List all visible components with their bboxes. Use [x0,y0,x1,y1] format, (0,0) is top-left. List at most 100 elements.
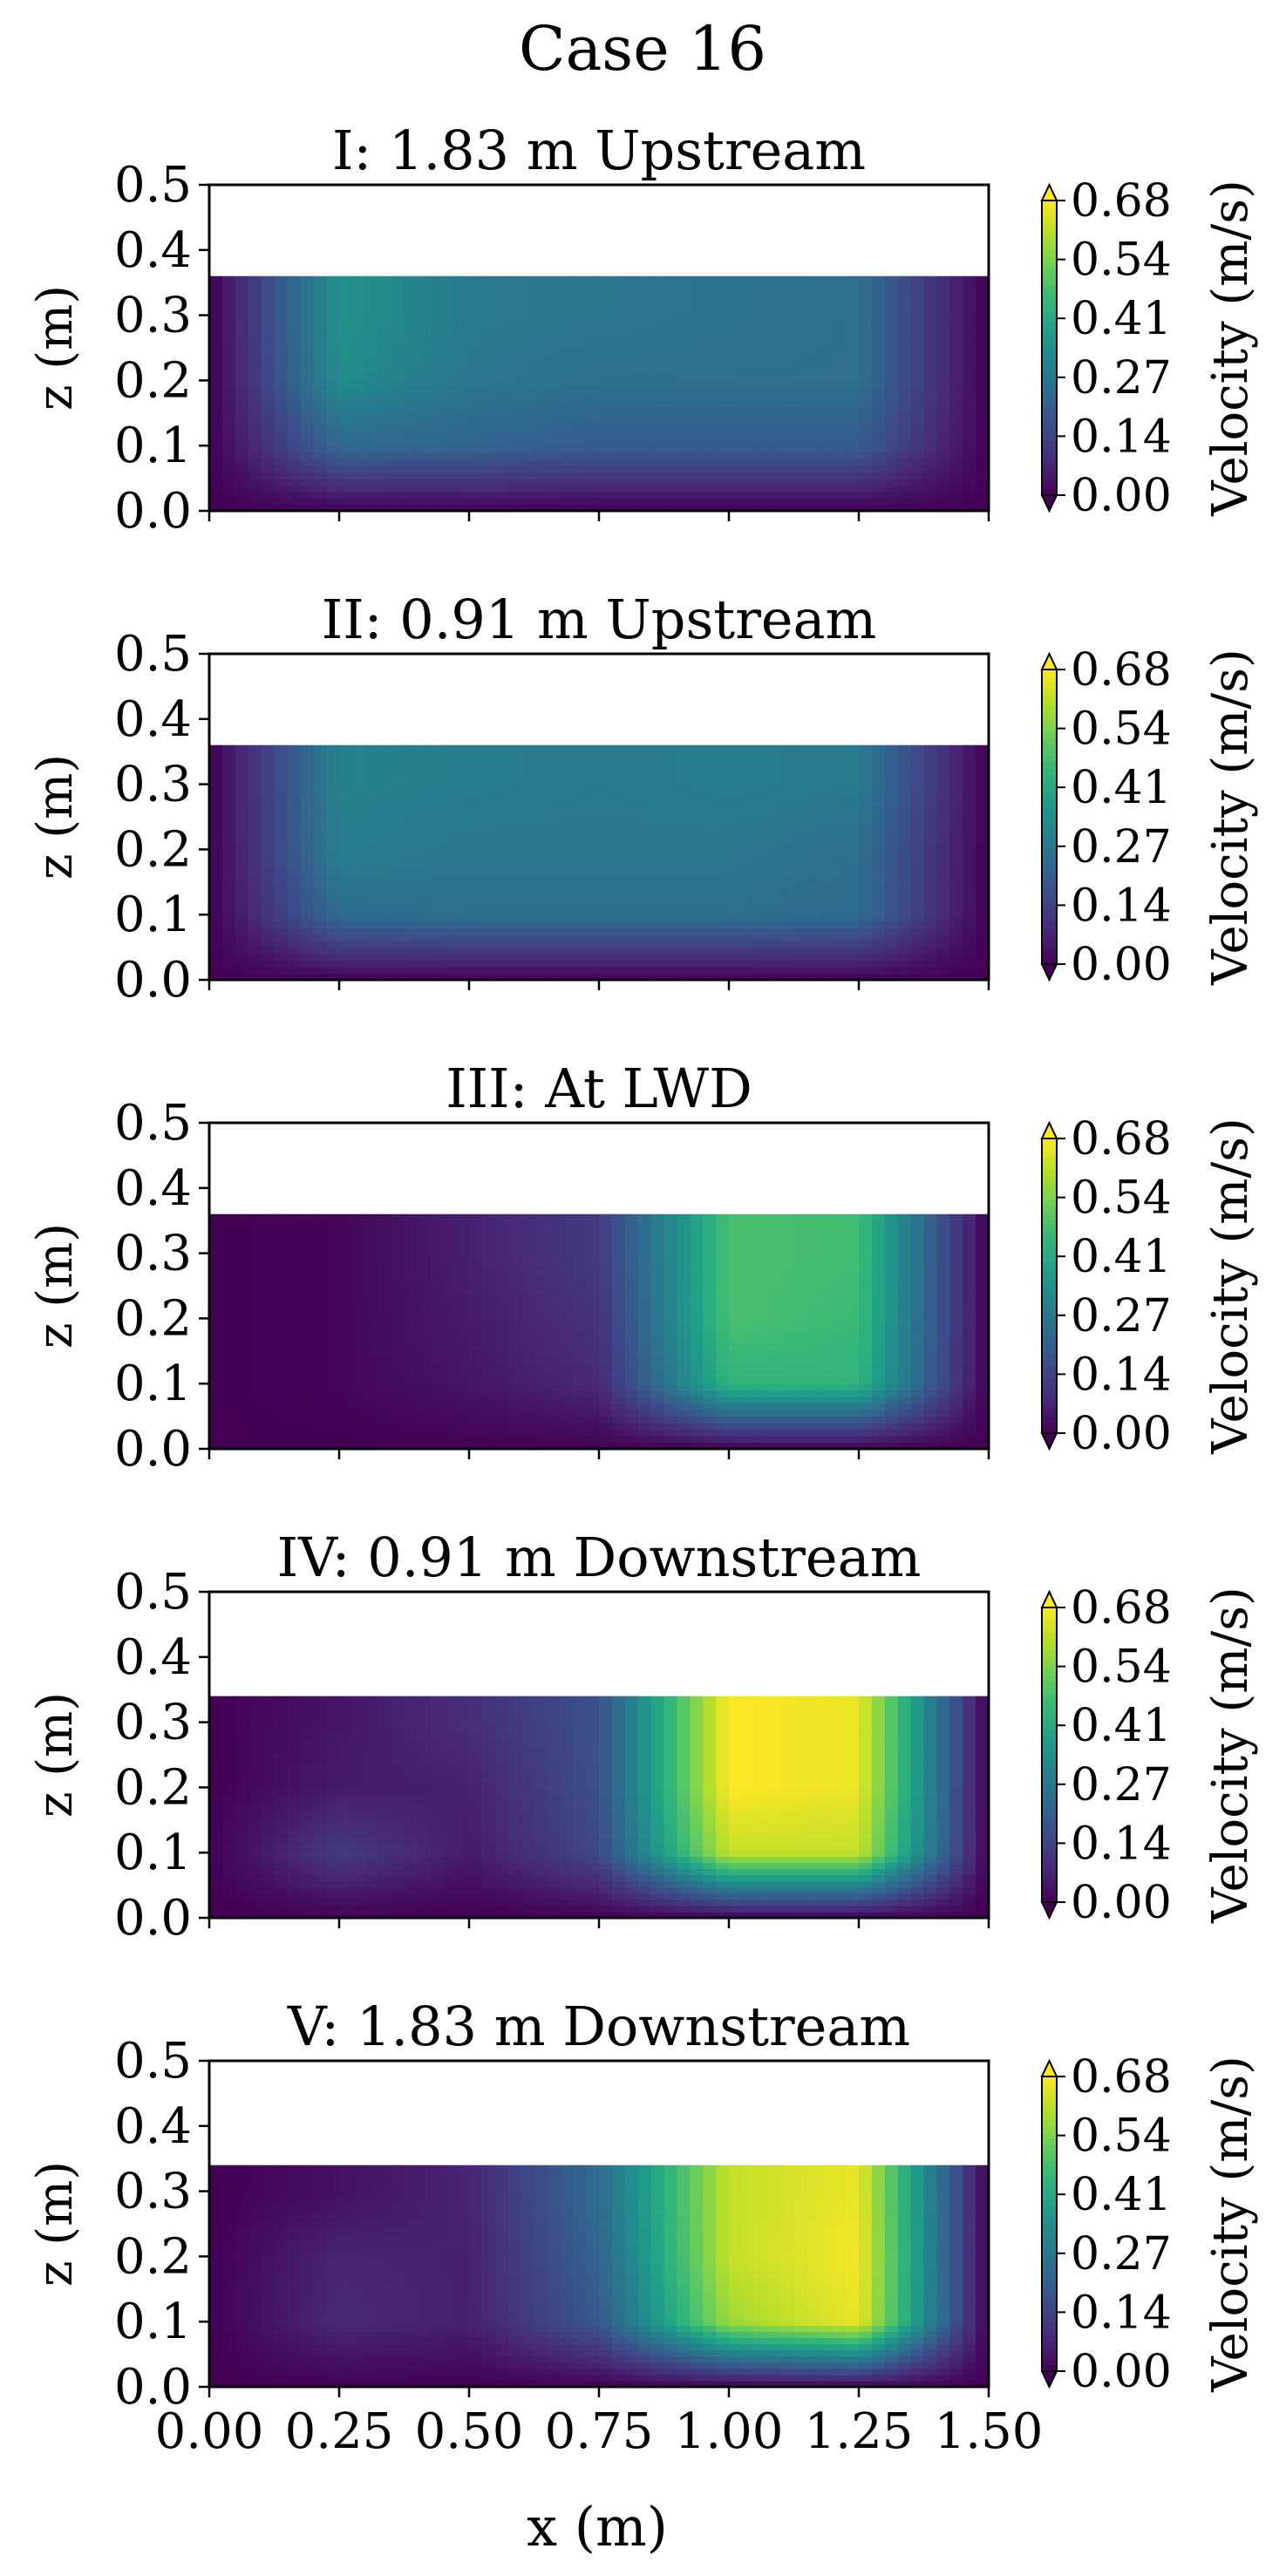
velocity-cell [469,380,483,388]
velocity-cell [494,1397,509,1404]
velocity-cell [507,836,522,844]
velocity-cell [884,465,899,472]
velocity-cell [221,862,236,870]
velocity-cell [417,804,431,812]
velocity-cell [611,360,626,369]
colorbar-tick-label: 0.68 [1071,175,1172,228]
velocity-cell [599,491,613,499]
velocity-cell [209,778,223,785]
velocity-cell [650,452,665,459]
velocity-cell [949,829,963,838]
velocity-cell [859,1429,873,1437]
velocity-cell [521,862,535,870]
velocity-cell [235,744,249,752]
velocity-cell [871,367,886,375]
velocity-cell [677,1442,691,1450]
velocity-cell [417,452,431,459]
velocity-cell [677,941,691,948]
velocity-cell [235,445,249,453]
velocity-cell [209,459,223,466]
velocity-cell [897,967,912,975]
velocity-cell [897,360,912,369]
velocity-cell [430,791,444,799]
velocity-cell [833,445,847,453]
velocity-cell [534,765,548,772]
velocity-cell [507,348,522,356]
velocity-cell [221,386,236,394]
velocity-cell [404,941,418,948]
velocity-cell [339,360,353,369]
velocity-cell [741,862,756,870]
velocity-cell [417,386,431,394]
velocity-cell [274,315,288,323]
velocity-cell [611,849,626,857]
velocity-cell [806,914,820,922]
velocity-cell [351,907,366,915]
velocity-cell [923,823,937,831]
velocity-cell [391,341,405,349]
velocity-cell [209,341,223,349]
velocity-cell [923,360,937,369]
velocity-cell [741,810,756,818]
velocity-cell [820,302,834,309]
velocity-cell [624,296,639,303]
velocity-cell [663,491,677,499]
velocity-cell [741,472,756,479]
velocity-cell [221,914,236,922]
velocity-cell [494,412,509,420]
velocity-cell [534,1416,548,1424]
velocity-cell [650,797,665,805]
velocity-cell [754,881,769,889]
velocity-cell [741,354,756,362]
velocity-cell [248,797,262,805]
velocity-cell [209,445,223,453]
velocity-cell [611,771,626,778]
velocity-cell [637,778,652,785]
velocity-cell [611,921,626,928]
velocity-cell [507,459,522,466]
velocity-cell [521,452,535,459]
velocity-cell [494,380,509,388]
velocity-cell [456,875,470,883]
velocity-cell [326,1429,340,1437]
colorbar-extend-min [1040,494,1058,513]
velocity-cell [897,928,912,935]
velocity-cell [936,934,950,941]
velocity-cell [274,941,288,948]
velocity-cell [716,907,730,915]
velocity-cell [910,758,925,765]
colorbar-swatch [1042,945,1057,953]
velocity-cell [326,452,340,459]
velocity-cell [690,302,704,309]
velocity-cell [417,875,431,883]
velocity-cell [235,315,249,323]
velocity-cell [936,947,950,955]
velocity-cell [976,302,990,309]
velocity-cell [481,348,496,356]
velocity-cell [391,804,405,812]
velocity-cell [677,296,691,303]
velocity-cell [624,901,639,909]
velocity-cell [287,498,301,506]
velocity-cell [923,393,937,401]
velocity-cell [404,784,418,792]
velocity-cell [780,478,795,486]
velocity-cell [663,289,677,296]
velocity-cell [611,751,626,759]
velocity-cell [481,934,496,941]
y-tick-label: 0.2 [114,821,192,878]
velocity-cell [741,406,756,414]
velocity-cell [793,445,807,453]
velocity-cell [287,296,301,303]
colorbar-tick-label: 0.54 [1071,234,1172,287]
velocity-cell [456,438,470,446]
velocity-cell [274,947,288,955]
velocity-cell [481,425,496,433]
velocity-cell [378,1390,392,1397]
velocity-cell [417,1429,431,1437]
velocity-cell [833,855,847,863]
velocity-cell [521,771,535,778]
velocity-cell [417,399,431,407]
velocity-cell [780,348,795,356]
velocity-cell [716,322,730,330]
